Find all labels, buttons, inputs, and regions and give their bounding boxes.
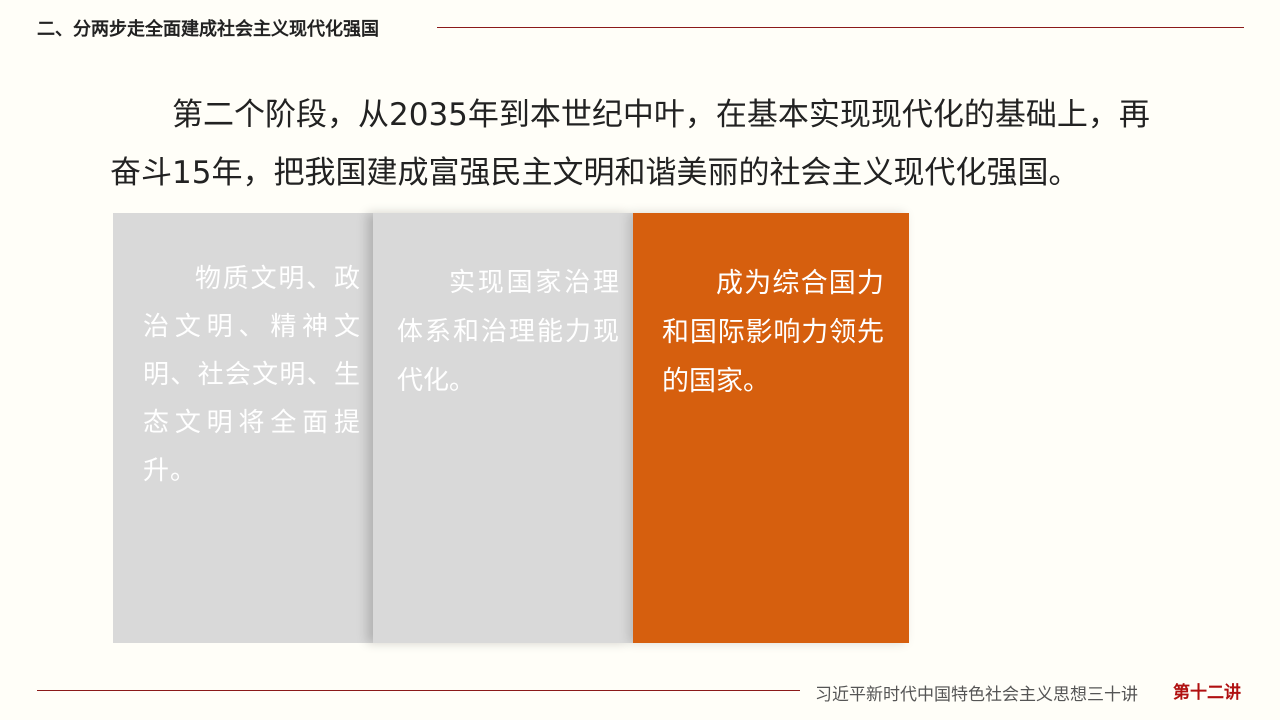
card-text: 成为综合国力和国际影响力领先的国家。: [662, 268, 884, 397]
main-paragraph: 第二个阶段，从2035年到本世纪中叶，在基本实现现代化的基础上，再奋斗15年，把…: [110, 97, 1150, 191]
lecture-number: 第十二讲: [1173, 683, 1241, 703]
card-text: 物质文明、政治文明、精神文明、社会文明、生态文明将全面提升。: [143, 264, 361, 486]
card-governance: 实现国家治理体系和治理能力现代化。: [373, 213, 633, 643]
card-text: 实现国家治理体系和治理能力现代化。: [397, 268, 619, 396]
series-title: 习近平新时代中国特色社会主义思想三十讲: [815, 685, 1138, 705]
footer-divider: [37, 690, 800, 691]
card-material-civilization: 物质文明、政治文明、精神文明、社会文明、生态文明将全面提升。: [113, 213, 388, 643]
card-national-strength: 成为综合国力和国际影响力领先的国家。: [633, 213, 909, 643]
header-divider: [437, 27, 1244, 28]
section-title: 二、分两步走全面建成社会主义现代化强国: [37, 19, 379, 40]
